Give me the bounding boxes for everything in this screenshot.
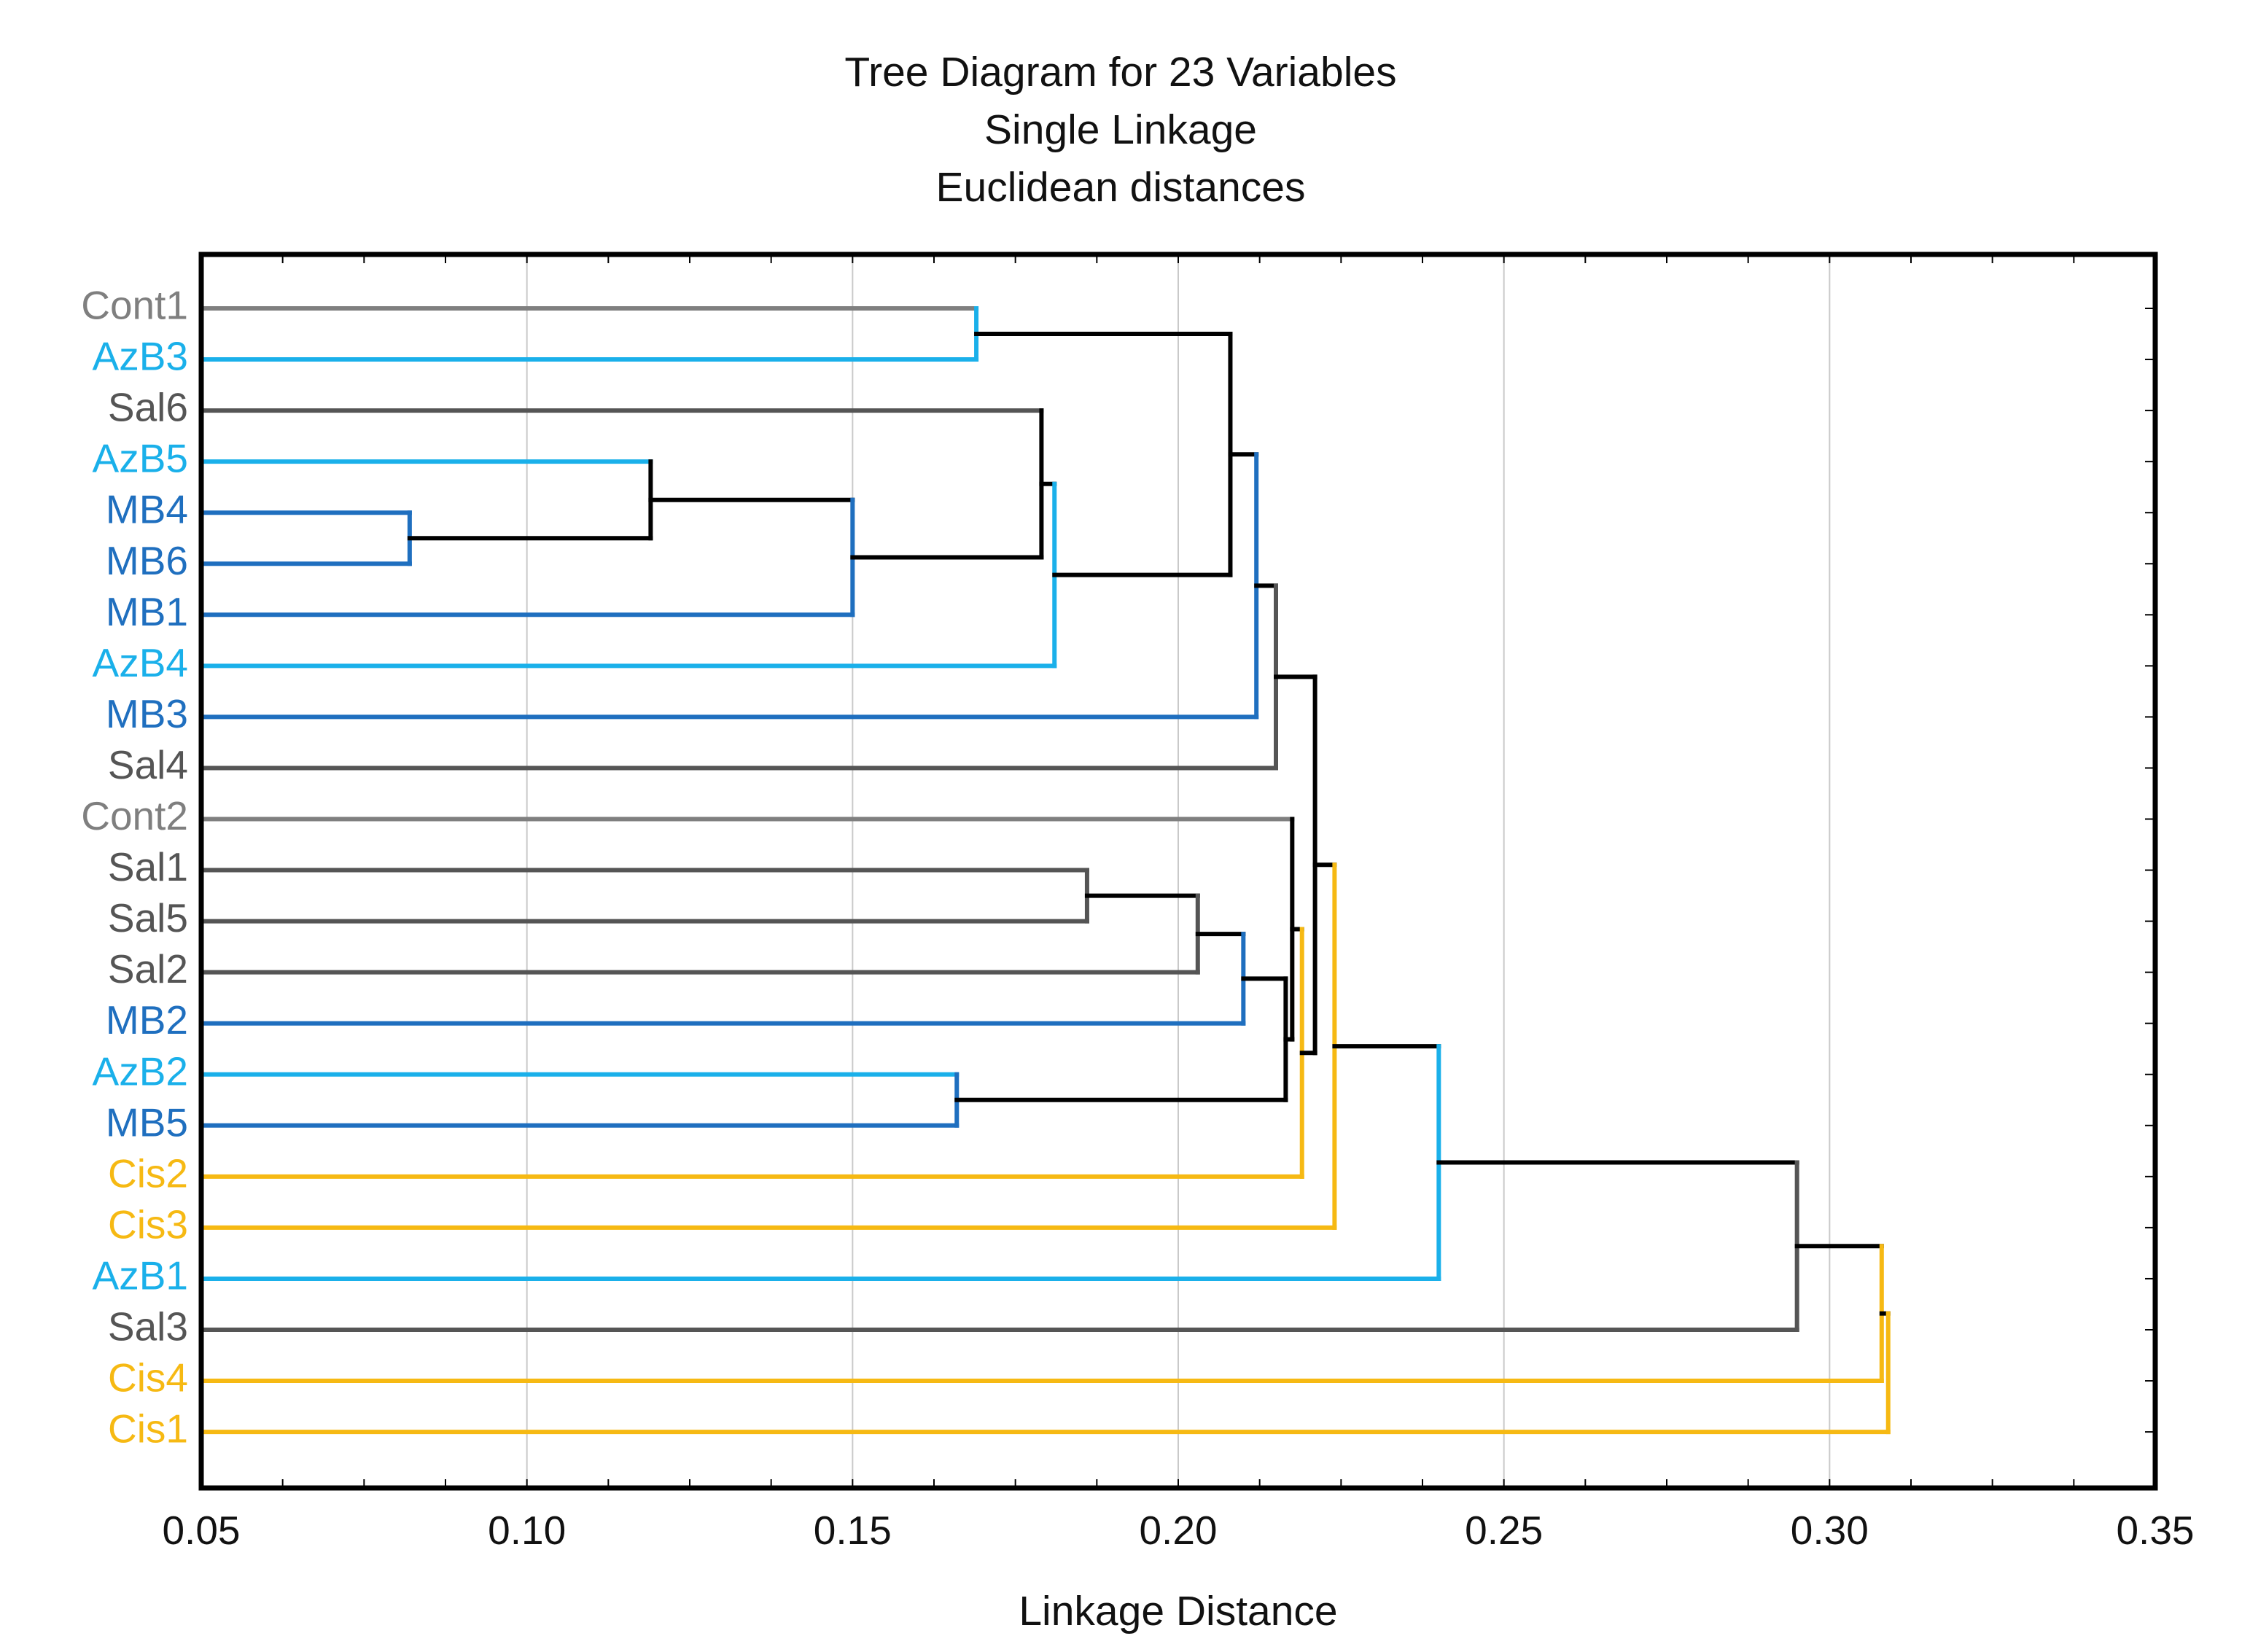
leaf-label-AzB3: AzB3 <box>93 334 188 379</box>
leaf-label-AzB5: AzB5 <box>93 436 188 481</box>
leaf-label-MB2: MB2 <box>106 997 188 1043</box>
leaf-label-MB4: MB4 <box>106 487 188 532</box>
x-axis-title: Linkage Distance <box>1019 1588 1337 1635</box>
leaf-label-Sal6: Sal6 <box>108 385 188 430</box>
x-tick-label-0.35: 0.35 <box>2116 1508 2194 1553</box>
leaf-label-Cont2: Cont2 <box>81 793 188 838</box>
leaf-label-Cis3: Cis3 <box>108 1201 188 1247</box>
leaf-label-MB1: MB1 <box>106 589 188 634</box>
x-tick-label-0.25: 0.25 <box>1465 1508 1543 1553</box>
x-tick-label-0.10: 0.10 <box>488 1508 566 1553</box>
x-axis-ticks: 0.05 0.10 0.15 0.20 0.25 0.30 0.35 <box>162 1508 2194 1553</box>
leaf-label-Sal5: Sal5 <box>108 895 188 940</box>
leaf-label-Cis1: Cis1 <box>108 1406 188 1452</box>
x-tick-label-0.20: 0.20 <box>1139 1508 1217 1553</box>
leaf-label-AzB4: AzB4 <box>93 640 188 685</box>
title-line-3: Euclidean distances <box>936 164 1306 211</box>
leaf-label-AzB1: AzB1 <box>93 1252 188 1298</box>
leaf-label-Sal3: Sal3 <box>108 1304 188 1349</box>
gridlines <box>526 254 1831 1488</box>
x-tick-label-0.15: 0.15 <box>814 1508 892 1553</box>
leaf-label-Sal1: Sal1 <box>108 844 188 889</box>
plot-frame <box>198 252 2158 1491</box>
leaf-label-Cont1: Cont1 <box>81 283 188 328</box>
leaf-label-Cis2: Cis2 <box>108 1150 188 1196</box>
leaf-label-Sal4: Sal4 <box>108 742 188 787</box>
leaf-label-Sal2: Sal2 <box>108 946 188 991</box>
chart-title: Tree Diagram for 23 Variables Single Lin… <box>844 49 1396 211</box>
title-line-1: Tree Diagram for 23 Variables <box>844 49 1396 96</box>
leaf-label-MB6: MB6 <box>106 538 188 583</box>
title-line-2: Single Linkage <box>984 106 1257 153</box>
leaf-label-MB5: MB5 <box>106 1099 188 1145</box>
leaf-label-Cis4: Cis4 <box>108 1355 188 1400</box>
x-tick-label-0.05: 0.05 <box>162 1508 240 1553</box>
leaf-label-AzB2: AzB2 <box>93 1048 188 1094</box>
x-tick-label-0.30: 0.30 <box>1791 1508 1869 1553</box>
dendrogram-links <box>199 306 1891 1435</box>
leaf-labels: Cont1 AzB3 Sal6 AzB5 MB4 MB6 MB1 AzB4 MB3 Sal4 Con… <box>81 283 188 1452</box>
leaf-label-MB3: MB3 <box>106 691 188 736</box>
